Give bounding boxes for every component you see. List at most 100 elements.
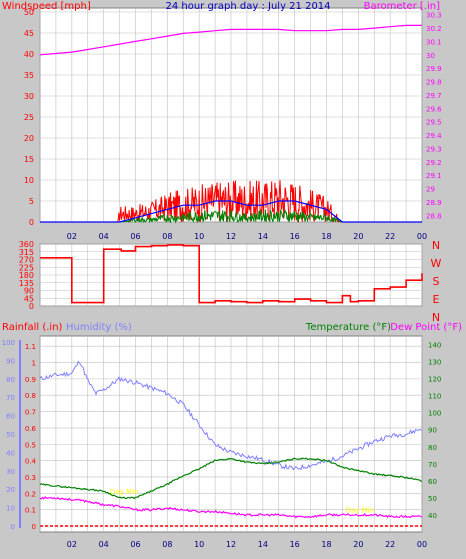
x-tick-label: 18 xyxy=(321,540,331,549)
compass-tick-label: W xyxy=(431,257,442,270)
x-tick-label: 20 xyxy=(353,540,363,549)
rainfall-tick-label: 1.1 xyxy=(25,343,36,351)
direction-tick-label: 180 xyxy=(19,271,34,280)
panel3-series xyxy=(39,360,423,527)
humidity-tick-label: 10 xyxy=(6,505,15,513)
direction-tick-label: 270 xyxy=(19,256,34,265)
x-tick-label: 20 xyxy=(353,232,363,241)
compass-tick-label: E xyxy=(433,293,440,306)
windspeed-tick-label: 25 xyxy=(24,113,34,122)
day-min-annotation: Day Min xyxy=(346,507,374,515)
rainfall-tick-label: 0.2 xyxy=(25,490,36,498)
direction-tick-label: 225 xyxy=(19,263,34,272)
x-tick-label: 06 xyxy=(130,232,140,241)
day-min-annotation: Day Min xyxy=(110,488,138,496)
temperature-axis-label: Temperature (°F) xyxy=(305,322,391,333)
wind-direction-line xyxy=(40,244,423,304)
humidity-tick-label: 50 xyxy=(6,431,15,439)
x-tick-label: 16 xyxy=(290,540,300,549)
rainfall-tick-label: 0.7 xyxy=(25,409,36,417)
x-tick-label: 22 xyxy=(385,540,395,549)
windspeed-tick-label: 15 xyxy=(24,155,34,164)
x-tick-label: 22 xyxy=(385,232,395,241)
wind-average-line xyxy=(40,200,422,223)
temperature-tick-label: 40 xyxy=(428,512,437,520)
panel3-humidity-ticks: 0 10 20 30 40 50 60 70 80 90 100 xyxy=(2,339,15,531)
windspeed-tick-label: 10 xyxy=(24,176,34,185)
x-tick-label: 16 xyxy=(290,232,300,241)
x-tick-label: 02 xyxy=(67,540,77,549)
temperature-tick-label: 120 xyxy=(428,376,441,384)
barometer-line xyxy=(39,24,422,56)
x-tick-label: 00 xyxy=(417,232,427,241)
compass-tick-label: S xyxy=(433,275,440,288)
dewpoint-line xyxy=(39,496,423,519)
x-tick-label: 04 xyxy=(99,232,109,241)
x-tick-label: 02 xyxy=(67,232,77,241)
panel1-series xyxy=(39,24,422,224)
panel3-grid xyxy=(19,336,423,532)
barometer-tick-label: 29.2 xyxy=(426,159,442,167)
temperature-tick-label: 60 xyxy=(428,478,437,486)
windspeed-tick-label: 40 xyxy=(24,50,34,59)
barometer-tick-label: 29.1 xyxy=(426,172,442,180)
panel1-left-ticks: 0 5 10 15 20 25 30 35 40 45 50 xyxy=(24,8,34,227)
barometer-tick-label: 29.9 xyxy=(426,65,442,73)
compass-tick-label: N xyxy=(432,239,440,252)
x-tick-label: 10 xyxy=(194,540,204,549)
x-tick-label: 08 xyxy=(162,232,172,241)
humidity-tick-label: 30 xyxy=(6,468,15,476)
panel1-x-ticks: 02 04 06 08 10 12 14 16 18 20 22 00 xyxy=(67,232,427,241)
barometer-axis-label: Barometer [.in] xyxy=(364,1,440,12)
barometer-tick-label: 28.8 xyxy=(426,212,442,220)
windspeed-tick-label: 0 xyxy=(29,218,34,227)
windspeed-axis-label: Windspeed [mph] xyxy=(2,1,91,12)
temperature-tick-label: 80 xyxy=(428,444,437,452)
barometer-tick-label: 29.7 xyxy=(426,92,442,100)
humidity-tick-label: 100 xyxy=(2,339,15,347)
barometer-tick-label: 30.3 xyxy=(426,12,442,20)
x-tick-label: 04 xyxy=(99,540,109,549)
barometer-tick-label: 29.6 xyxy=(426,105,442,113)
barometer-tick-label: 29 xyxy=(426,186,435,194)
rainfall-tick-label: 0.8 xyxy=(25,392,36,400)
x-tick-label: 18 xyxy=(321,232,331,241)
x-tick-label: 14 xyxy=(258,232,268,241)
barometer-tick-label: 30.2 xyxy=(426,25,442,33)
humidity-tick-label: 40 xyxy=(6,449,15,457)
temperature-tick-label: 90 xyxy=(428,427,437,435)
barometer-tick-label: 29.3 xyxy=(426,145,442,153)
x-tick-label: 00 xyxy=(417,540,427,549)
barometer-tick-label: 30.1 xyxy=(426,38,442,46)
windspeed-tick-label: 35 xyxy=(24,71,34,80)
direction-tick-label: 315 xyxy=(19,248,34,257)
windspeed-tick-label: 30 xyxy=(24,92,34,101)
panel1-right-ticks: 28.8 28.9 29 29.1 29.2 29.3 29.4 29.5 29.6 29.7 29… xyxy=(426,12,442,221)
windspeed-tick-label: 20 xyxy=(24,134,34,143)
barometer-tick-label: 29.5 xyxy=(426,119,442,127)
temperature-tick-label: 130 xyxy=(428,359,441,367)
direction-tick-label: 45 xyxy=(24,294,34,303)
rainfall-tick-label: 0.3 xyxy=(25,474,36,482)
rainfall-tick-label: 0.1 xyxy=(25,507,36,515)
rainfall-tick-label: 0.4 xyxy=(25,458,37,466)
compass-tick-label: N xyxy=(432,311,440,324)
dewpoint-axis-label: Dew Point (°F) xyxy=(390,322,462,333)
windspeed-tick-label: 50 xyxy=(24,8,34,17)
panel1-grid xyxy=(39,8,423,223)
x-tick-label: 12 xyxy=(226,232,236,241)
humidity-axis-label: Humidity (%) xyxy=(66,322,132,333)
x-tick-label: 14 xyxy=(258,540,268,549)
panel3-rain-ticks: 0 0.1 0.2 0.3 0.4 0.5 0.6 0.7 0.8 0.9 1 1.1 xyxy=(25,343,37,531)
x-tick-label: 08 xyxy=(162,540,172,549)
direction-tick-label: 360 xyxy=(19,240,34,249)
rainfall-axis-label: Rainfall (.in) xyxy=(2,322,63,333)
temperature-tick-label: 140 xyxy=(428,342,441,350)
temperature-tick-label: 70 xyxy=(428,461,437,469)
direction-tick-label: 0 xyxy=(29,302,34,311)
